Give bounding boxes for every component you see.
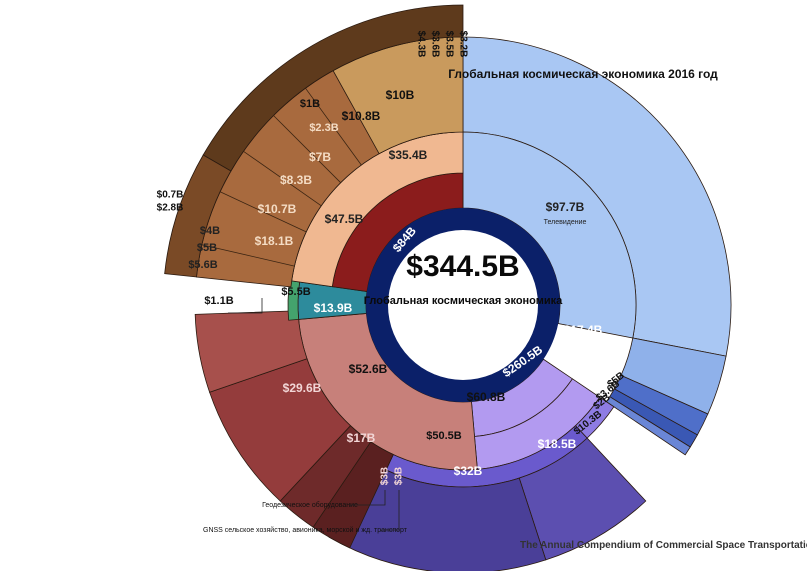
label-europe: $10B (386, 88, 415, 102)
leader-agri (380, 490, 400, 531)
label-personal-nav: $32B (454, 464, 483, 478)
label-gnss-data: $17B (347, 431, 376, 445)
label-country-8: $4.3B (415, 31, 426, 58)
label-other-1b: $1B (300, 98, 320, 110)
label-gnss-geo: $3B (380, 467, 391, 485)
label-noaa: $2.3B (309, 122, 338, 134)
divider-0 (201, 244, 295, 267)
label-tv: $97.7B (546, 200, 585, 214)
label-crew-flights: $1.1B (204, 295, 233, 307)
center-total: $344.5B (406, 250, 519, 283)
label-50-5: $50.5B (426, 430, 462, 442)
label-gnss-chips: $29.6B (283, 381, 322, 395)
label-gov-nonus: $35.4B (389, 148, 428, 162)
label-country-9: $3.6B (429, 31, 440, 58)
segment-nasa-ring (164, 154, 232, 278)
divider-4 (305, 87, 362, 166)
center-label: Глобальная космическая экономика (364, 295, 563, 307)
chart-title: Глобальная космическая экономика 2016 го… (448, 67, 718, 81)
label-security: $2.8B (157, 203, 184, 214)
label-nro: $10.7B (258, 202, 297, 216)
caption-agri: GNSS сельское хозяйство, авионика, морск… (203, 526, 408, 534)
label-country-10: $3.5B (443, 31, 454, 58)
segment-gnss-chips (194, 310, 308, 393)
label-china: $10.8B (342, 109, 381, 123)
label-tv-receivers: $18.5B (538, 437, 577, 451)
label-nasa: $18.1B (255, 234, 294, 248)
label-tv-sub: Телевидение (544, 219, 587, 226)
label-science: $5.6B (188, 259, 217, 271)
segment-gov-countries (202, 4, 464, 172)
leader-crew (228, 298, 263, 314)
label-gov-us: $47.5B (325, 212, 364, 226)
label-research: $4B (200, 225, 220, 237)
center-disc (388, 230, 538, 380)
divider-1 (219, 191, 307, 233)
divider-2 (243, 150, 322, 207)
label-mda: $8.3B (280, 173, 312, 187)
caption-geo: Геодезическое оборудование (262, 501, 358, 509)
label-gnss-agri: $3B (394, 467, 405, 485)
divider-3 (273, 115, 341, 183)
label-usaf: $7B (309, 150, 331, 164)
label-launch: $5.5B (281, 286, 310, 298)
label-ops: $5B (197, 242, 217, 254)
label-gnss: $52.6B (349, 362, 388, 376)
label-production: $13.9B (314, 301, 353, 315)
label-fss: $17.4B (564, 323, 603, 337)
label-ground: $60.8B (467, 390, 506, 404)
label-other-nasa: $0.7B (157, 190, 184, 201)
label-country-11: $3.2B (457, 31, 468, 58)
chart-source: The Annual Compendium of Commercial Spac… (520, 540, 807, 551)
leader-geo (350, 490, 386, 506)
